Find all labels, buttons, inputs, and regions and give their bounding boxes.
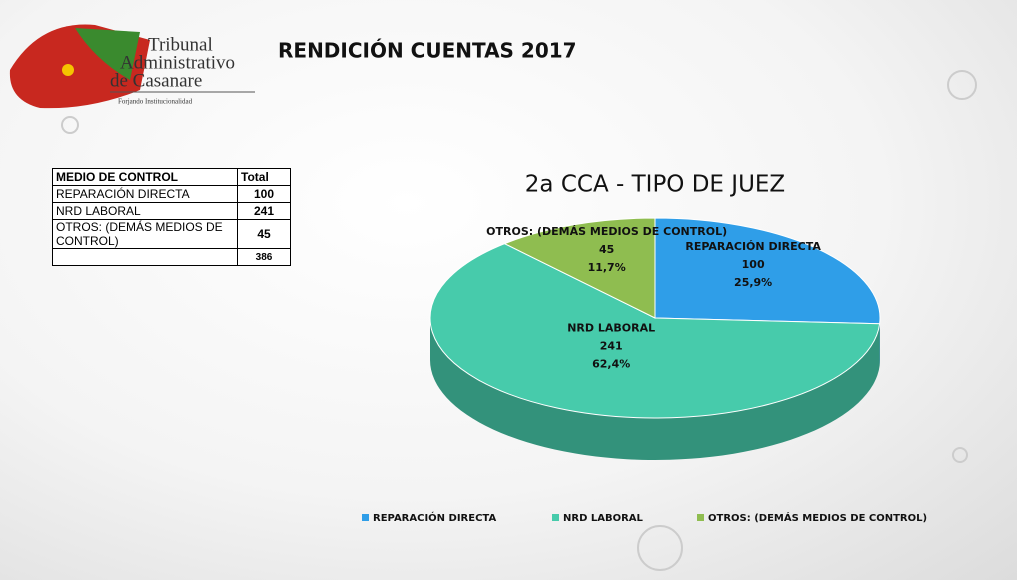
logo-motto: Forjando Institucionalidad <box>118 98 193 106</box>
bubble <box>948 71 976 99</box>
table-header: Total <box>238 169 291 186</box>
legend-swatch <box>362 514 369 521</box>
data-label-value: 241 <box>600 340 623 353</box>
data-label-percent: 25,9% <box>734 276 772 289</box>
table-cell: NRD LABORAL <box>53 203 238 220</box>
data-label-name: NRD LABORAL <box>567 322 655 335</box>
data-label-percent: 11,7% <box>588 261 626 274</box>
data-label-name: REPARACIÓN DIRECTA <box>685 240 821 253</box>
table-cell: OTROS: (DEMÁS MEDIOS DE CONTROL) <box>53 220 238 249</box>
chart-title: 2a CCA - TIPO DE JUEZ <box>525 172 785 198</box>
logo-text: de Casanare <box>110 70 202 91</box>
table-cell <box>53 249 238 266</box>
table-cell: 45 <box>238 220 291 249</box>
legend-swatch <box>697 514 704 521</box>
table-cell: 100 <box>238 186 291 203</box>
logo: Tribunal Administrativo de Casanare Forj… <box>10 25 255 109</box>
slide: Tribunal Administrativo de Casanare Forj… <box>0 0 1017 580</box>
slide-title: RENDICIÓN CUENTAS 2017 <box>278 39 577 63</box>
bubble <box>62 117 78 133</box>
legend-label: REPARACIÓN DIRECTA <box>373 511 496 524</box>
legend-swatch <box>552 514 559 521</box>
table-cell: REPARACIÓN DIRECTA <box>53 186 238 203</box>
legend-label: NRD LABORAL <box>563 513 644 524</box>
data-label-value: 100 <box>742 258 765 271</box>
chart: Tribunal Administrativo de Casanare Forj… <box>0 0 1017 580</box>
table-cell: 241 <box>238 203 291 220</box>
bubble <box>953 448 967 462</box>
legend-label: OTROS: (DEMÁS MEDIOS DE CONTROL) <box>708 511 927 524</box>
data-label-percent: 62,4% <box>592 358 630 371</box>
table-total: 386 <box>238 249 291 266</box>
logo-sun <box>62 64 74 76</box>
table-header: MEDIO DE CONTROL <box>53 169 238 186</box>
data-label-value: 45 <box>599 243 614 256</box>
data-label-name: OTROS: (DEMÁS MEDIOS DE CONTROL) <box>486 225 727 238</box>
bubble <box>638 526 682 570</box>
